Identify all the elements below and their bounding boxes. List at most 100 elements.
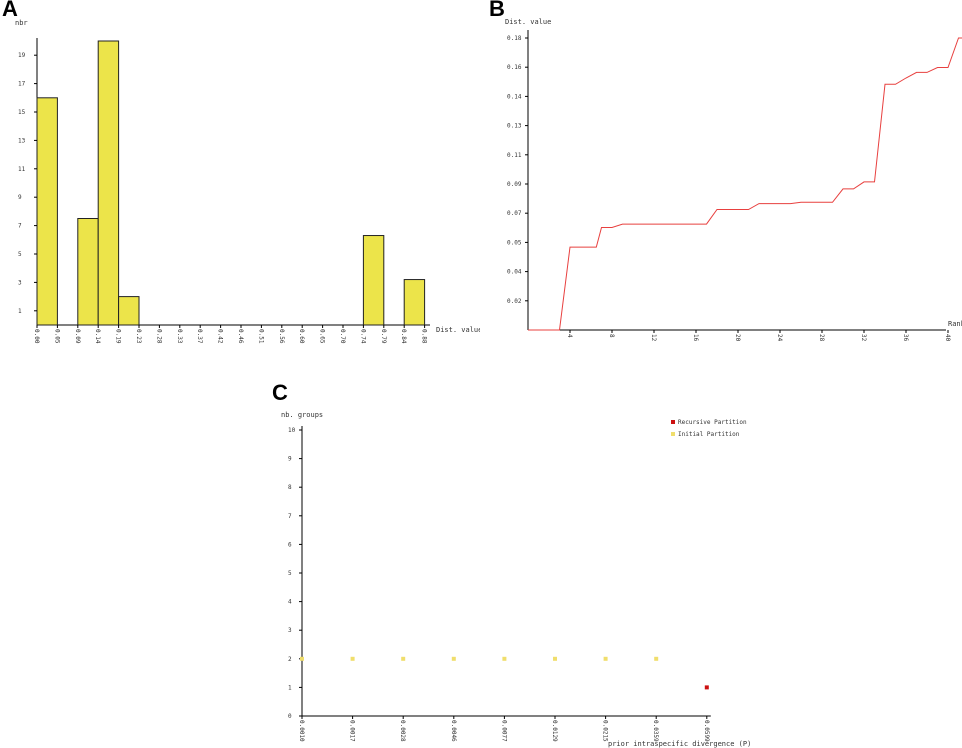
data-point [300,656,304,661]
data-point [350,656,355,661]
x-tick-label: 0.0010 [298,720,305,742]
series-line [528,37,962,331]
x-tick-label: 0.0215 [602,720,609,742]
x-tick-label: 0.00 [33,329,40,344]
y-tick-label: 0.11 [507,152,522,159]
y-tick-label: 9 [288,456,292,463]
y-tick-label: 7 [18,223,22,230]
x-tick-label: 0.0599 [703,720,710,742]
bar [77,218,99,326]
y-tick-label: 9 [18,194,22,201]
y-axis-label: nbr [15,19,28,27]
x-tick-label: 16 [692,334,699,342]
y-tick-label: 0.14 [507,93,522,100]
x-tick-label: 0.74 [359,329,366,344]
bar [97,40,120,326]
x-axis-label: Rank [948,320,962,328]
panel-letter-c: C [272,380,288,405]
x-tick-label: 0.65 [319,329,326,344]
x-tick-label: 0.09 [74,329,81,344]
y-tick-label: 7 [288,513,292,520]
y-tick-label: 0.09 [507,181,522,188]
x-tick-label: 40 [944,334,951,342]
data-point [553,656,557,661]
x-tick-label: 0.51 [257,329,264,344]
y-tick-label: 1 [288,684,292,691]
y-tick-label: 3 [288,627,292,634]
y-tick-label: 10 [288,427,296,434]
y-tick-label: 0.04 [507,269,522,276]
x-tick-label: 32 [860,334,867,342]
y-tick-label: 13 [18,137,26,144]
x-tick-label: 12 [650,334,657,342]
y-tick-label: 8 [288,484,292,491]
legend-swatch [671,432,675,436]
y-tick-label: 0.02 [507,298,522,305]
y-tick-label: 1 [18,308,22,315]
x-tick-label: 0.0017 [349,720,356,742]
y-tick-label: 6 [288,541,292,548]
data-point [704,685,709,690]
x-axis-label: Dist. value [436,326,480,334]
y-tick-label: 5 [288,570,292,577]
y-tick-label: 0.05 [507,239,522,246]
y-tick-label: 0.13 [507,123,522,130]
x-tick-label: 0.70 [339,329,346,344]
x-tick-label: 0.0046 [450,720,457,742]
panel-letter-b: B [489,0,505,21]
legend-label: Recursive Partition [678,419,747,426]
data-point [401,656,406,661]
bar [118,296,140,326]
x-tick-label: 24 [776,334,783,342]
x-tick-label: 0.14 [94,329,101,344]
y-tick-label: 17 [18,81,26,88]
y-tick-label: 15 [18,109,26,116]
x-tick-label: 0.05 [53,329,60,344]
bar [403,279,426,326]
y-tick-label: 0.16 [507,64,522,71]
y-tick-label: 0 [288,713,292,720]
x-tick-label: 0.33 [176,329,183,344]
data-point [654,656,659,661]
data-point [603,656,608,661]
x-tick-label: 0.79 [380,329,387,344]
bar [362,235,385,326]
x-tick-label: 0.0129 [551,720,558,742]
x-tick-label: 0.0028 [399,720,406,742]
x-tick-label: 8 [608,334,615,338]
x-tick-label: 0.84 [400,329,407,344]
x-tick-label: 0.19 [115,329,122,344]
y-tick-label: 11 [18,166,26,173]
x-tick-label: 4 [566,334,573,338]
y-tick-label: 4 [288,599,292,606]
x-tick-label: 28 [818,334,825,342]
x-tick-label: 0.42 [217,329,224,344]
rank-line-chart: Dist. value Rank 0.02 0.04 0.05 0.07 0.09 0.11 0… [505,18,962,342]
x-tick-label: 20 [734,334,741,342]
x-tick-label: 0.28 [155,329,162,344]
x-tick-label: 0.88 [421,329,428,344]
x-tick-label: 0.0359 [652,720,659,742]
x-tick-label: 0.56 [278,329,285,344]
x-axis-label: prior intraspecific divergence (P) [608,740,750,748]
bar [36,97,58,326]
x-tick-label: 0.46 [237,329,244,344]
y-axis-label: Dist. value [505,18,551,26]
x-tick-label: 0.60 [298,329,305,344]
legend-swatch [671,420,675,424]
data-point [451,656,456,661]
y-tick-label: 2 [288,656,292,663]
y-tick-label: 0.18 [507,35,522,42]
panel-letter-a: A [2,0,18,21]
groups-scatter-chart: nb. groups prior intraspecific divergence… [281,411,750,748]
x-tick-label: 0.37 [196,329,203,344]
legend-label: Initial Partition [678,431,740,438]
y-tick-label: 0.07 [507,210,522,217]
y-tick-label: 5 [18,251,22,258]
y-tick-label: 3 [18,279,22,286]
y-tick-label: 19 [18,52,26,59]
x-tick-label: 0.0077 [500,720,507,742]
y-axis-label: nb. groups [281,411,323,419]
x-tick-label: 36 [902,334,909,342]
